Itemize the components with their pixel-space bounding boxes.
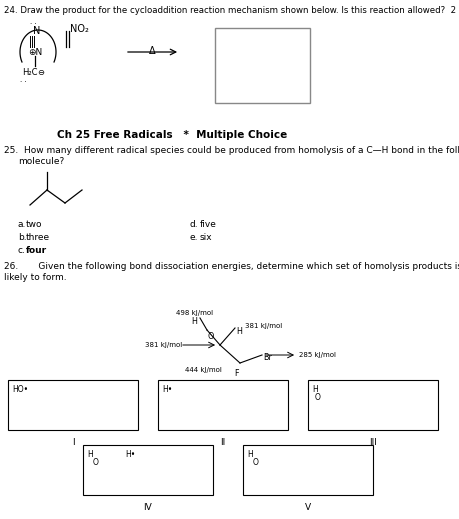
Bar <box>8 380 138 430</box>
Text: six: six <box>200 233 212 242</box>
Text: O: O <box>314 393 320 402</box>
Text: V: V <box>304 503 310 512</box>
Text: H: H <box>235 327 241 336</box>
Text: · ·: · · <box>20 79 26 85</box>
Text: O: O <box>207 332 214 341</box>
Text: IV: IV <box>143 503 152 512</box>
Text: H: H <box>311 385 317 394</box>
Text: 285 kJ/mol: 285 kJ/mol <box>298 352 335 358</box>
Text: e.: e. <box>190 233 198 242</box>
Text: three: three <box>26 233 50 242</box>
Text: HO•: HO• <box>12 385 28 394</box>
Text: 444 kJ/mol: 444 kJ/mol <box>185 367 221 373</box>
Text: 381 kJ/mol: 381 kJ/mol <box>145 342 182 348</box>
Text: ⊖: ⊖ <box>37 68 44 77</box>
Text: b.: b. <box>18 233 27 242</box>
Text: ⊕N: ⊕N <box>28 48 42 57</box>
Text: · ·: · · <box>29 21 36 27</box>
Text: O: O <box>252 458 258 467</box>
Text: H•: H• <box>162 385 172 394</box>
Text: II: II <box>220 438 225 447</box>
Bar <box>308 380 437 430</box>
Text: five: five <box>200 220 216 229</box>
Text: 498 kJ/mol: 498 kJ/mol <box>176 310 213 316</box>
Text: Δ: Δ <box>148 46 155 56</box>
Bar <box>214 28 309 103</box>
Text: 26.       Given the following bond dissociation energies, determine which set of: 26. Given the following bond dissociatio… <box>4 262 459 271</box>
Bar <box>157 380 287 430</box>
Text: four: four <box>26 246 47 255</box>
Bar <box>83 445 213 495</box>
Text: F: F <box>234 369 239 378</box>
Text: H: H <box>190 317 196 326</box>
Text: O: O <box>93 458 99 467</box>
Text: two: two <box>26 220 42 229</box>
Text: a.: a. <box>18 220 26 229</box>
Text: Br: Br <box>263 353 271 362</box>
Bar <box>242 445 372 495</box>
Text: H: H <box>87 450 93 459</box>
Text: 381 kJ/mol: 381 kJ/mol <box>245 323 282 329</box>
Text: NO₂: NO₂ <box>70 24 89 34</box>
Text: H₂C: H₂C <box>22 68 38 77</box>
Text: 24. Draw the product for the cycloaddition reaction mechanism shown below. Is th: 24. Draw the product for the cycloadditi… <box>4 6 459 15</box>
Text: 25.  How many different radical species could be produced from homolysis of a C—: 25. How many different radical species c… <box>4 146 459 155</box>
Text: I: I <box>72 438 74 447</box>
Text: H: H <box>246 450 252 459</box>
Text: III: III <box>368 438 376 447</box>
Text: likely to form.: likely to form. <box>4 273 67 282</box>
Text: c.: c. <box>18 246 26 255</box>
Text: d.: d. <box>190 220 198 229</box>
Text: Ch 25 Free Radicals   *  Multiple Choice: Ch 25 Free Radicals * Multiple Choice <box>57 130 286 140</box>
Text: N: N <box>33 26 40 36</box>
Text: molecule?: molecule? <box>18 157 64 166</box>
Text: H•: H• <box>125 450 135 459</box>
